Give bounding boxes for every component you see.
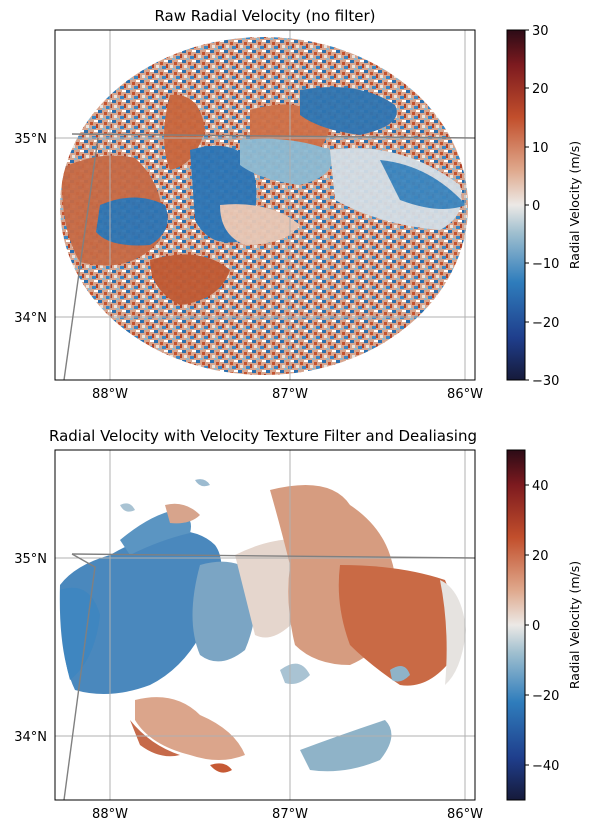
raw-state-borders bbox=[63, 133, 476, 381]
filtered-velocity-panel: Radial Velocity with Velocity Texture Fi… bbox=[0, 415, 592, 831]
lon-tick: 88°W bbox=[92, 387, 128, 402]
colorbar-tick: 40 bbox=[532, 479, 549, 494]
filtered-state-borders bbox=[63, 553, 476, 801]
filtered-map-frame bbox=[54, 449, 476, 801]
colorbar-label: Radial Velocity (m/s) bbox=[567, 561, 582, 689]
lon-tick: 88°W bbox=[92, 807, 128, 822]
colorbar-tick: −20 bbox=[532, 316, 559, 331]
colorbar-tick: 0 bbox=[532, 619, 540, 634]
lon-tick: 86°W bbox=[447, 807, 483, 822]
lon-tick: 87°W bbox=[272, 387, 308, 402]
colorbar-tick: 30 bbox=[532, 24, 549, 39]
filtered-panel-title: Radial Velocity with Velocity Texture Fi… bbox=[49, 427, 477, 445]
lat-tick: 35°N bbox=[14, 132, 47, 147]
colorbar-tick: 10 bbox=[532, 141, 549, 156]
lon-tick: 86°W bbox=[447, 387, 483, 402]
raw-velocity-panel: Raw Radial Velocity (no filter) bbox=[0, 0, 592, 415]
colorbar-tick: −40 bbox=[532, 759, 559, 774]
lat-tick: 34°N bbox=[14, 730, 47, 745]
colorbar-tick: −10 bbox=[532, 257, 559, 272]
colorbar-tick: 0 bbox=[532, 199, 540, 214]
colorbar-tick: 20 bbox=[532, 549, 549, 564]
colorbar-label: Radial Velocity (m/s) bbox=[567, 141, 582, 269]
filtered-colorbar: 40 20 0 −20 −40 Radial Velocity (m/s) bbox=[506, 449, 582, 801]
filtered-velocity-figure: Radial Velocity with Velocity Texture Fi… bbox=[14, 427, 582, 822]
colorbar-tick: −20 bbox=[532, 689, 559, 704]
filtered-lat-ticks: 35°N 34°N bbox=[14, 552, 47, 745]
raw-lon-ticks: 88°W 87°W 86°W bbox=[92, 387, 483, 402]
raw-velocity-figure: Raw Radial Velocity (no filter) bbox=[14, 7, 582, 402]
raw-map-frame bbox=[54, 29, 476, 381]
lon-tick: 87°W bbox=[272, 807, 308, 822]
raw-lat-ticks: 35°N 34°N bbox=[14, 132, 47, 326]
lat-tick: 35°N bbox=[14, 552, 47, 567]
filtered-lon-ticks: 88°W 87°W 86°W bbox=[92, 807, 483, 822]
colorbar-tick: 20 bbox=[532, 82, 549, 97]
raw-colorbar: 30 20 10 0 −10 −20 −30 Radial Velocity (… bbox=[506, 24, 582, 389]
raw-panel-title: Raw Radial Velocity (no filter) bbox=[154, 7, 375, 25]
filtered-radar-sweep bbox=[55, 450, 475, 800]
raw-radar-sweep bbox=[55, 30, 475, 380]
lat-tick: 34°N bbox=[14, 311, 47, 326]
colorbar-tick: −30 bbox=[532, 374, 559, 389]
